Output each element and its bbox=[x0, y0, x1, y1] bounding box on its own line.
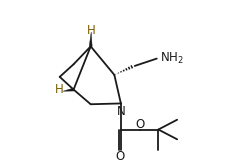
Text: N: N bbox=[117, 105, 126, 118]
Polygon shape bbox=[63, 88, 74, 91]
Text: O: O bbox=[136, 118, 145, 131]
Text: O: O bbox=[115, 150, 125, 163]
Polygon shape bbox=[89, 32, 92, 46]
Text: NH$_2$: NH$_2$ bbox=[160, 50, 184, 66]
Text: H: H bbox=[87, 24, 96, 37]
Text: H: H bbox=[55, 83, 64, 96]
